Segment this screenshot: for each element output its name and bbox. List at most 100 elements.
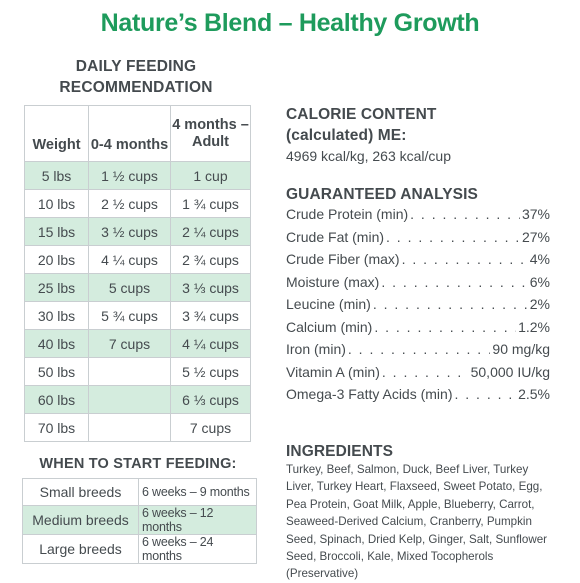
feeding-heading-line1: DAILY FEEDING (75, 58, 197, 75)
dot-leader (373, 296, 528, 312)
analysis-row: Leucine (min) 2% (286, 296, 550, 319)
feeding-cell-weight: 15 lbs (24, 217, 89, 246)
analysis-value: 2% (529, 296, 550, 312)
when-row: Large breeds 6 weeks – 24 months (22, 534, 257, 564)
dot-leader (410, 206, 520, 222)
feeding-cell-young: 3 ½ cups (88, 217, 171, 246)
breed-size: Small breeds (22, 478, 139, 506)
start-age-range: 6 weeks – 12 months (138, 505, 257, 535)
analysis-row: Crude Fiber (max) 4% (286, 251, 550, 274)
calorie-heading: CALORIE CONTENT (calculated) ME: (286, 106, 437, 144)
when-row: Medium breeds 6 weeks – 12 months (22, 505, 257, 535)
dot-leader (382, 364, 469, 380)
ingredients-heading: INGREDIENTS (286, 443, 394, 460)
analysis-value: 1.2% (518, 318, 550, 335)
breed-size: Medium breeds (22, 505, 139, 535)
feeding-heading-line2: RECOMMENDATION (59, 79, 213, 96)
dot-leader (374, 319, 516, 335)
analysis-label: Moisture (max) (286, 273, 380, 290)
feeding-cell-adult: 3 ¾ cups (170, 301, 251, 330)
feeding-row: 25 lbs 5 cups 3 ⅓ cups (24, 273, 251, 302)
feeding-cell-adult: 6 ⅓ cups (170, 385, 251, 414)
feeding-row: 50 lbs 5 ½ cups (24, 357, 251, 386)
analysis-label: Iron (min) (286, 341, 346, 357)
analysis-label: Vitamin A (min) (286, 363, 380, 380)
analysis-value: 27% (521, 228, 550, 245)
analysis-row: Moisture (max) 6% (286, 274, 550, 297)
when-to-start-table: Small breeds 6 weeks – 9 months Medium bre… (22, 478, 257, 564)
feeding-row: 5 lbs 1 ½ cups 1 cup (24, 161, 251, 190)
ingredients-text: Turkey, Beef, Salmon, Duck, Beef Liver, … (286, 463, 548, 581)
feeding-cell-weight: 20 lbs (24, 245, 89, 274)
feeding-cell-adult: 2 ¾ cups (170, 245, 251, 274)
dot-leader (402, 251, 528, 267)
col-header-adult: 4 months – Adult (170, 105, 251, 162)
feeding-cell-adult: 7 cups (170, 413, 251, 442)
feeding-cell-young: 1 ½ cups (88, 161, 171, 190)
feeding-cell-adult: 2 ¼ cups (170, 217, 251, 246)
dot-leader (348, 341, 491, 357)
feeding-cell-weight: 30 lbs (24, 301, 89, 330)
analysis-label: Crude Fat (min) (286, 228, 385, 245)
analysis-label: Crude Fiber (max) (286, 251, 400, 267)
analysis-row: Omega-3 Fatty Acids (min) 2.5% (286, 386, 550, 409)
feeding-cell-young: 2 ½ cups (88, 189, 171, 218)
feeding-cell-weight: 70 lbs (24, 413, 89, 442)
feeding-row: 60 lbs 6 ⅓ cups (24, 385, 251, 414)
dot-leader (455, 386, 517, 402)
feeding-row: 70 lbs 7 cups (24, 413, 251, 442)
calorie-value: 4969 kcal/kg, 263 kcal/cup (286, 148, 451, 164)
analysis-row: Vitamin A (min) 50,000 IU/kg (286, 364, 550, 387)
analysis-heading: GUARANTEED ANALYSIS (286, 186, 478, 203)
analysis-row: Iron (min) 90 mg/kg (286, 341, 550, 364)
analysis-value: 6% (529, 273, 550, 290)
product-title: Nature’s Blend – Healthy Growth (100, 9, 480, 37)
feeding-cell-adult: 4 ¼ cups (170, 329, 251, 358)
analysis-label: Omega-3 Fatty Acids (min) (286, 386, 453, 402)
feeding-cell-adult: 1 ¾ cups (170, 189, 251, 218)
feeding-table-body: 5 lbs 1 ½ cups 1 cup 10 lbs 2 ½ cups 1 ¾ cups… (24, 161, 251, 442)
dot-leader (386, 229, 520, 245)
feeding-cell-weight: 5 lbs (24, 161, 89, 190)
feeding-row: 15 lbs 3 ½ cups 2 ¼ cups (24, 217, 251, 246)
analysis-list: Crude Protein (min) 37% Crude Fat (min) 27%… (286, 206, 550, 409)
feeding-cell-adult: 1 cup (170, 161, 251, 190)
start-age-range: 6 weeks – 24 months (138, 534, 257, 564)
feeding-cell-young: 5 cups (88, 273, 171, 302)
col-header-young: 0-4 months (88, 105, 171, 162)
feeding-cell-young: 4 ¼ cups (88, 245, 171, 274)
feeding-row: 20 lbs 4 ¼ cups 2 ¾ cups (24, 245, 251, 274)
analysis-value: 90 mg/kg (492, 341, 550, 357)
feeding-cell-young: 5 ¾ cups (88, 301, 171, 330)
analysis-row: Crude Protein (min) 37% (286, 206, 550, 229)
col-header-weight: Weight (24, 105, 89, 162)
analysis-row: Crude Fat (min) 27% (286, 229, 550, 252)
analysis-value: 2.5% (518, 386, 550, 402)
feeding-heading: DAILY FEEDING RECOMMENDATION (22, 56, 250, 98)
analysis-value: 50,000 IU/kg (470, 363, 550, 380)
analysis-label: Crude Protein (min) (286, 206, 409, 222)
feeding-cell-weight: 40 lbs (24, 329, 89, 358)
feeding-row: 10 lbs 2 ½ cups 1 ¾ cups (24, 189, 251, 218)
start-age-range: 6 weeks – 9 months (138, 478, 257, 506)
analysis-row: Calcium (min) 1.2% (286, 319, 550, 342)
feeding-cell-weight: 50 lbs (24, 357, 89, 386)
when-to-start-heading: WHEN TO START FEEDING: (39, 456, 237, 472)
analysis-value: 37% (521, 206, 550, 222)
feeding-row: 40 lbs 7 cups 4 ¼ cups (24, 329, 251, 358)
feeding-row: 30 lbs 5 ¾ cups 3 ¾ cups (24, 301, 251, 330)
when-to-start-body: Small breeds 6 weeks – 9 months Medium bre… (22, 478, 257, 564)
feeding-cell-young: 7 cups (88, 329, 171, 358)
breed-size: Large breeds (22, 534, 139, 564)
analysis-label: Leucine (min) (286, 296, 371, 312)
when-row: Small breeds 6 weeks – 9 months (22, 478, 257, 506)
feeding-cell-adult: 3 ⅓ cups (170, 273, 251, 302)
dot-leader (381, 274, 527, 290)
feeding-cell-young (88, 413, 171, 442)
feeding-table: Weight 0-4 months 4 months – Adult 5 lbs… (24, 105, 251, 442)
analysis-label: Calcium (min) (286, 318, 373, 335)
analysis-value: 4% (529, 251, 550, 267)
feeding-cell-weight: 60 lbs (24, 385, 89, 414)
feeding-cell-young (88, 385, 171, 414)
feeding-cell-young (88, 357, 171, 386)
